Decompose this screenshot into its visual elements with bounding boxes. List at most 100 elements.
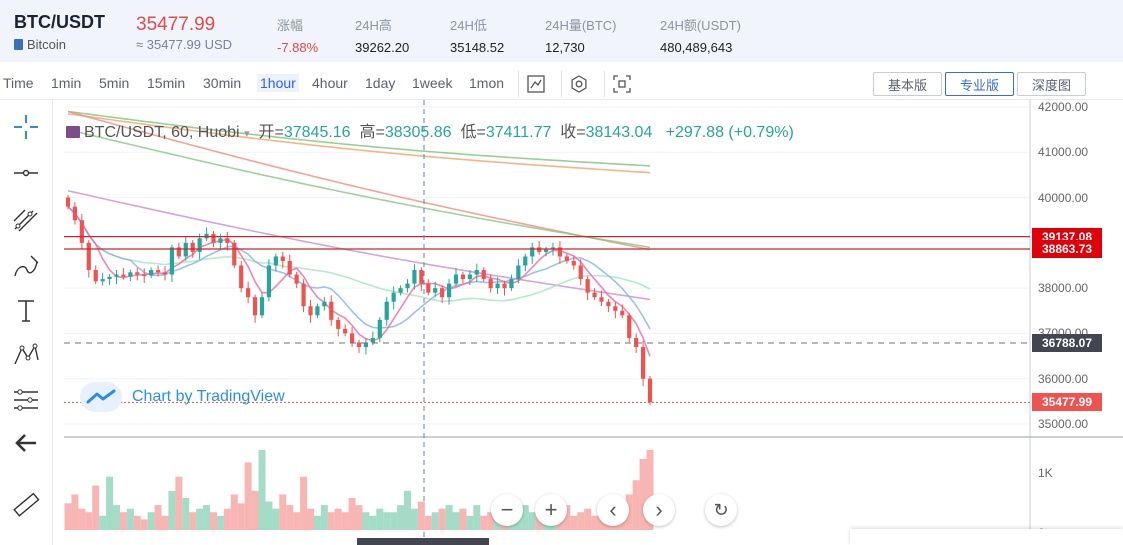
legend-low: 37411.77 [485, 124, 552, 141]
back-arrow-icon[interactable] [9, 426, 43, 460]
volume-bar [168, 490, 176, 530]
volume-bar [126, 508, 134, 530]
volume-bar [355, 505, 363, 530]
crosshair-icon[interactable] [9, 110, 43, 144]
volume-bar [78, 508, 86, 530]
timeframe-1hour[interactable]: 1hour [257, 74, 299, 92]
candle-body [107, 276, 112, 280]
candle-body [564, 256, 569, 261]
stat-0: 涨幅 -7.88% [277, 15, 318, 55]
ma-100-line [67, 128, 651, 249]
candle-body [405, 283, 410, 289]
fib-icon[interactable] [9, 383, 43, 417]
horizontal-line-icon[interactable] [9, 156, 43, 190]
legend-high-label: 高= [359, 124, 385, 141]
reset-chart-button[interactable]: ↻ [705, 494, 737, 526]
volume-bar [196, 508, 204, 530]
volume-bar [272, 508, 280, 530]
price-axis-label: 42000.00 [1038, 100, 1089, 114]
volume-bar [154, 505, 162, 530]
volume-bar [293, 512, 301, 530]
candle-body [72, 206, 78, 221]
candle-body [128, 272, 133, 277]
price-axis-label: 38000.00 [1038, 281, 1089, 296]
volume-bar [133, 515, 141, 530]
ruler-icon[interactable] [9, 488, 43, 522]
timeframe-4hour[interactable]: 4hour [312, 75, 348, 91]
zoom-out-button[interactable]: − [491, 494, 523, 526]
price-badge-1: 38863.73 [1032, 240, 1102, 259]
timeframe-1min[interactable]: 1min [51, 75, 82, 91]
volume-bar [646, 450, 654, 530]
screenshot-icon[interactable] [604, 71, 639, 97]
legend-open-label: 开= [258, 124, 284, 141]
stat-value: 35148.52 [450, 40, 505, 55]
legend-low-label: 低= [460, 124, 486, 141]
version-button-1[interactable]: 专业版 [945, 72, 1014, 96]
volume-bar [632, 480, 640, 530]
volume-bar [230, 494, 238, 530]
volume-bar [313, 515, 321, 530]
volume-bar [113, 505, 120, 530]
candle-body [356, 342, 362, 348]
candle-body [377, 319, 382, 338]
volume-bar [584, 508, 592, 530]
bitcoin-icon [14, 39, 23, 50]
candle-body [176, 247, 181, 257]
candle-body [613, 306, 618, 311]
timeframe-Time[interactable]: Time [3, 75, 34, 91]
price-axis-label: 40000.00 [1038, 190, 1089, 205]
timeframe-1mon[interactable]: 1mon [469, 75, 505, 91]
stat-label: 24H额(USDT) [660, 18, 741, 33]
volume-bar [140, 519, 148, 530]
timeframe-1week[interactable]: 1week [412, 75, 453, 91]
price-axis-label: 41000.00 [1038, 145, 1089, 160]
ma-30-line [67, 206, 651, 303]
legend-caret-icon[interactable]: ▾ [244, 128, 250, 140]
candle-body [440, 288, 445, 298]
volume-bar [341, 512, 349, 530]
volume-bar [521, 505, 529, 530]
legend-title[interactable]: BTC/USDT, 60, Huobi [84, 124, 240, 141]
candle-body [530, 247, 535, 257]
candle-body [336, 319, 341, 329]
volume-bar [487, 512, 495, 530]
volume-bar [300, 476, 308, 530]
indicators-icon[interactable] [518, 71, 553, 97]
volume-bar [459, 508, 467, 530]
timeframe-15min[interactable]: 15min [147, 75, 186, 91]
timeframe-5min[interactable]: 5min [99, 75, 130, 91]
scroll-right-button[interactable]: › [643, 494, 675, 526]
candle-body [488, 279, 493, 289]
volume-bar [286, 505, 294, 530]
version-button-2[interactable]: 深度图 [1017, 72, 1086, 96]
volume-bar [92, 485, 100, 530]
price-usd: ≈ 35477.99 USD [136, 37, 233, 52]
candle-body [446, 283, 452, 298]
symbol[interactable]: BTC/USDT [14, 12, 105, 32]
text-icon[interactable] [9, 294, 43, 328]
timeframe-1day[interactable]: 1day [365, 75, 396, 91]
zoom-in-button[interactable]: + [535, 494, 567, 526]
volume-bar [320, 505, 328, 530]
chart-legend: BTC/USDT, 60, Huobi ▾ 开=37845.16 高=38305… [66, 118, 794, 142]
candle-body [543, 249, 549, 252]
tradingview-watermark[interactable]: Chart by TradingView [80, 382, 285, 412]
scroll-left-button[interactable]: ‹ [597, 494, 629, 526]
volume-bar [591, 515, 599, 530]
candle-body [419, 270, 424, 284]
candle-body [65, 197, 71, 207]
coin-name-label: Bitcoin [27, 37, 67, 52]
trend-lines-icon[interactable] [9, 203, 43, 237]
volume-bar [327, 512, 335, 530]
settings-icon[interactable] [561, 71, 596, 97]
timeframe-30min[interactable]: 30min [203, 75, 242, 91]
candle-body [93, 270, 98, 282]
brush-icon[interactable] [9, 250, 43, 284]
volume-bar [424, 515, 432, 530]
volume-bar [307, 508, 314, 530]
version-button-0[interactable]: 基本版 [873, 72, 942, 96]
pattern-icon[interactable] [9, 338, 43, 372]
ma-150-line [67, 113, 651, 174]
